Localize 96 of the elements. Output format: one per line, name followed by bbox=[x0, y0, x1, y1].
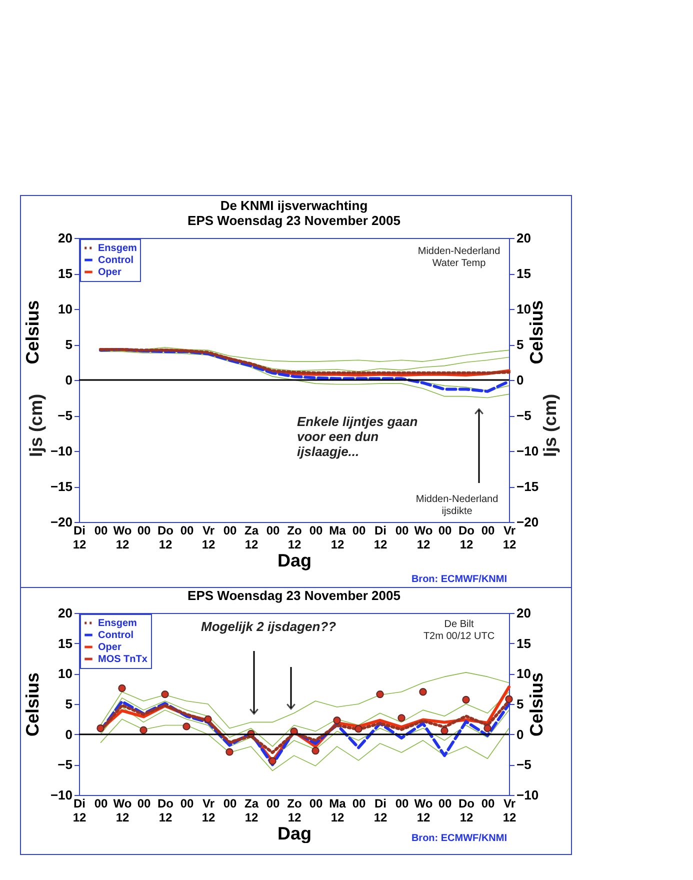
annotation: Midden-Nederland Water Temp bbox=[418, 246, 500, 269]
x-tick-label: 00 bbox=[266, 524, 280, 538]
x-tick-label: 00 bbox=[94, 796, 108, 810]
x-tick-label: Wo 12 bbox=[414, 524, 433, 552]
x-tick-label: Ma 12 bbox=[329, 796, 346, 824]
text: Ijs (cm) bbox=[26, 394, 46, 457]
x-tick-label: 00 bbox=[395, 524, 409, 538]
x-tick-label: Di 12 bbox=[72, 524, 86, 552]
x-tick-label: 00 bbox=[266, 796, 280, 810]
x-tick-label: 00 bbox=[481, 796, 495, 810]
x-axis-title: Dag bbox=[277, 550, 312, 570]
x-tick-label: 00 bbox=[223, 524, 237, 538]
x-tick-label: 00 bbox=[137, 796, 151, 810]
chart-title: De KNMI ijsverwachting bbox=[220, 198, 368, 213]
y2-tick-label: 0 bbox=[516, 372, 524, 388]
chart-title: EPS Woensdag 23 November 2005 bbox=[188, 588, 400, 603]
y2-tick-label: −20 bbox=[516, 514, 539, 530]
x-tick-label: Wo 12 bbox=[113, 524, 132, 552]
x-tick-label: Wo 12 bbox=[113, 796, 132, 824]
y-tick-label: −20 bbox=[50, 514, 72, 530]
x-tick-label: Di 12 bbox=[374, 796, 388, 824]
y-tick-label: 20 bbox=[58, 230, 72, 246]
x-tick-label: 00 bbox=[180, 524, 194, 538]
y-axis-title: Celsius bbox=[22, 300, 42, 364]
x-tick-label: Do 12 bbox=[158, 796, 174, 824]
text: Bron: ECMWF/KNMI bbox=[411, 833, 508, 844]
x-tick-label: 00 bbox=[180, 796, 194, 810]
y2-tick-label: −10 bbox=[516, 444, 539, 458]
annotation: De Bilt T2m 00/12 UTC bbox=[423, 619, 495, 642]
y-tick-label: −10 bbox=[50, 788, 72, 802]
x-tick-label: Ma 12 bbox=[329, 524, 346, 552]
y-axis-title: Celsius bbox=[22, 672, 42, 737]
x-tick-label: Do 12 bbox=[158, 524, 174, 552]
legend-label: Control bbox=[98, 255, 134, 266]
x-tick-label: Do 12 bbox=[458, 796, 474, 824]
y2-tick-label: −5 bbox=[516, 757, 532, 772]
text: Bron: ECMWF/KNMI bbox=[411, 574, 508, 585]
x-tick-label: 00 bbox=[309, 524, 323, 538]
y2-tick-label: −15 bbox=[516, 479, 539, 494]
legend-label: Ensgem bbox=[98, 243, 138, 254]
x-tick-label: Vr 12 bbox=[502, 796, 516, 824]
y-tick-label: −10 bbox=[50, 444, 72, 458]
y2-tick-label: 0 bbox=[516, 726, 524, 742]
x-tick-label: Do 12 bbox=[458, 524, 474, 552]
y-tick-label: 0 bbox=[65, 372, 72, 388]
x-tick-label: 00 bbox=[223, 796, 237, 810]
x-tick-label: 00 bbox=[94, 524, 108, 538]
x-tick-label: 00 bbox=[352, 524, 366, 538]
x-tick-label: 00 bbox=[438, 796, 452, 810]
x-tick-label: Zo 12 bbox=[287, 524, 302, 552]
x-tick-label: Di 12 bbox=[374, 524, 388, 552]
y2-tick-label: −10 bbox=[516, 788, 539, 802]
y2-tick-label: −5 bbox=[516, 408, 532, 423]
x-tick-label: Zo 12 bbox=[287, 796, 302, 824]
y-tick-label: −5 bbox=[58, 408, 72, 423]
x-tick-label: Vr 12 bbox=[502, 524, 516, 552]
x-tick-label: Za 12 bbox=[244, 524, 259, 552]
x-tick-label: 00 bbox=[352, 796, 366, 810]
x-tick-label: Za 12 bbox=[244, 796, 259, 824]
x-tick-label: 00 bbox=[137, 524, 151, 538]
x-axis-title: Dag bbox=[277, 824, 312, 844]
y-tick-label: 10 bbox=[58, 666, 72, 682]
annotation: Mogelijk 2 ijsdagen?? bbox=[201, 619, 336, 634]
x-tick-label: Wo 12 bbox=[414, 796, 433, 824]
y2-tick-label: 5 bbox=[516, 696, 524, 712]
x-tick-label: 00 bbox=[395, 796, 409, 810]
text: Ijs (cm) bbox=[540, 394, 560, 457]
y2-tick-label: 20 bbox=[516, 230, 531, 246]
y-tick-label: 5 bbox=[65, 696, 72, 712]
y-tick-label: 15 bbox=[58, 266, 72, 281]
y2-tick-label: 20 bbox=[516, 606, 531, 620]
annotation: Midden-Nederland ijsdikte bbox=[416, 494, 498, 517]
y-tick-label: −5 bbox=[58, 757, 72, 772]
annotation: Enkele lijntjes gaan voor een dun ijslaagje... bbox=[297, 414, 418, 459]
y-tick-label: −15 bbox=[50, 479, 72, 494]
legend-label: Ensgem bbox=[98, 618, 138, 629]
legend-label: Control bbox=[98, 630, 134, 641]
y2-tick-label: 5 bbox=[516, 337, 524, 352]
y2-tick-label: 15 bbox=[516, 266, 531, 281]
x-tick-label: 00 bbox=[438, 524, 452, 538]
y-tick-label: 20 bbox=[58, 606, 72, 620]
chart-subtitle: EPS Woensdag 23 November 2005 bbox=[188, 213, 400, 228]
legend-label: Oper bbox=[98, 267, 122, 278]
y-tick-label: 10 bbox=[58, 302, 72, 316]
y-tick-label: 5 bbox=[65, 337, 72, 352]
x-tick-label: Vr 12 bbox=[202, 796, 216, 824]
legend-label: MOS TnTx bbox=[98, 654, 148, 665]
x-tick-label: Vr 12 bbox=[202, 524, 216, 552]
y2-tick-label: 10 bbox=[516, 302, 531, 316]
y-tick-label: 15 bbox=[58, 636, 72, 651]
y-tick-label: 0 bbox=[65, 726, 72, 742]
legend-label: Oper bbox=[98, 642, 122, 653]
x-tick-label: Di 12 bbox=[72, 796, 86, 824]
x-tick-label: 00 bbox=[309, 796, 323, 810]
y2-tick-label: 15 bbox=[516, 636, 531, 651]
x-tick-label: 00 bbox=[481, 524, 495, 538]
